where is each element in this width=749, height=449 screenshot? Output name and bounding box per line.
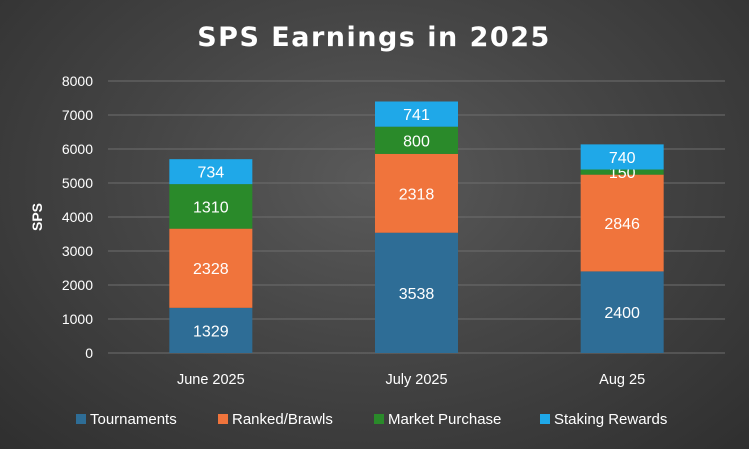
- data-label: 741: [403, 107, 430, 124]
- y-axis-label: SPS: [29, 203, 45, 231]
- legend-label: Market Purchase: [388, 411, 501, 428]
- legend-swatch: [374, 414, 384, 424]
- legend-label: Tournaments: [90, 411, 177, 428]
- bar-segment: [580, 271, 664, 353]
- x-tick-label: July 2025: [385, 372, 447, 388]
- bar-segment: [169, 159, 253, 185]
- y-tick-label: 6000: [62, 141, 93, 157]
- data-label: 2400: [604, 305, 640, 322]
- data-label: 3538: [399, 286, 435, 303]
- data-label: 1329: [193, 323, 229, 340]
- bar-segment: [375, 126, 458, 154]
- y-tick-label: 0: [85, 345, 93, 361]
- bar-segment: [169, 307, 253, 353]
- y-tick-label: 3000: [62, 243, 93, 259]
- bars: 1329232813107343538231880074124002846150…: [169, 101, 664, 353]
- legend-swatch: [218, 414, 228, 424]
- bar-segment: [375, 101, 458, 127]
- y-tick-label: 4000: [62, 209, 93, 225]
- bar-segment: [580, 174, 664, 272]
- y-axis-ticks: 0 1000 2000 3000 4000 5000 6000 7000 8000: [62, 73, 93, 361]
- data-label: 2318: [399, 186, 435, 203]
- bar-segment: [580, 169, 664, 175]
- x-axis-ticks: June 2025 July 2025 Aug 25: [177, 372, 645, 388]
- bar-segment: [580, 144, 664, 170]
- legend: Tournaments Ranked/Brawls Market Purchase S…: [76, 411, 667, 428]
- bar-segment: [169, 184, 253, 229]
- legend-swatch: [76, 414, 86, 424]
- x-tick-label: Aug 25: [599, 372, 645, 388]
- data-label: 1310: [193, 199, 229, 216]
- bar-segment: [169, 228, 253, 308]
- x-tick-label: June 2025: [177, 372, 245, 388]
- y-tick-label: 2000: [62, 277, 93, 293]
- bar-segment: [375, 232, 458, 353]
- chart-title: SPS Earnings in 2025: [197, 22, 551, 53]
- legend-swatch: [540, 414, 550, 424]
- data-label: 2846: [604, 216, 640, 233]
- data-label: 800: [403, 133, 430, 150]
- data-label: 2328: [193, 261, 229, 278]
- y-tick-label: 1000: [62, 311, 93, 327]
- y-tick-label: 8000: [62, 73, 93, 89]
- data-label: 740: [609, 150, 636, 167]
- y-tick-label: 7000: [62, 107, 93, 123]
- data-label: 734: [197, 165, 224, 182]
- y-tick-label: 5000: [62, 175, 93, 191]
- legend-label: Ranked/Brawls: [232, 411, 333, 428]
- bar-segment: [375, 153, 458, 233]
- legend-label: Staking Rewards: [554, 411, 667, 428]
